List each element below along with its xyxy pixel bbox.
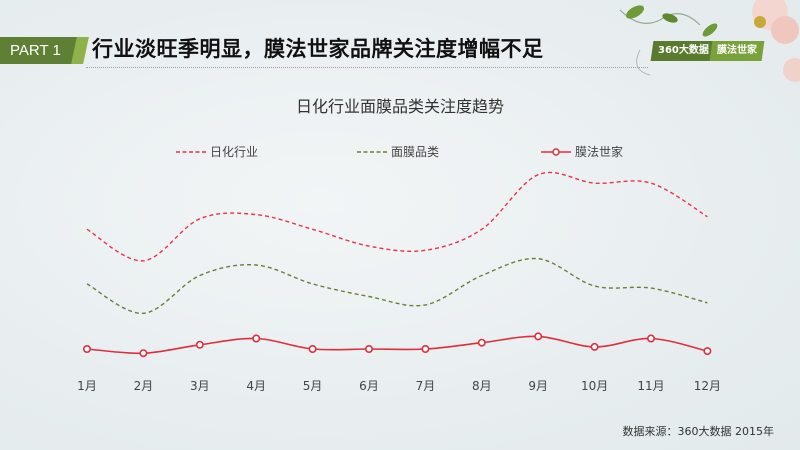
x-axis-tick-label: 5月 xyxy=(302,379,323,393)
x-axis-tick-label: 3月 xyxy=(189,379,210,393)
legend-label: 日化行业 xyxy=(210,145,259,159)
x-axis-tick-label: 10月 xyxy=(580,379,609,393)
data-point-marker xyxy=(421,344,430,353)
data-point-marker xyxy=(477,338,486,347)
data-point-marker xyxy=(590,342,599,351)
part-label-text: PART 1 xyxy=(10,42,61,59)
page-headline: 行业淡旺季明显，膜法世家品牌关注度增幅不足 xyxy=(92,37,544,61)
series-line-mask xyxy=(86,257,708,315)
series-line-brand xyxy=(86,335,708,355)
x-axis-tick-label: 7月 xyxy=(415,379,436,393)
x-axis-tick-label: 4月 xyxy=(246,379,267,393)
series-line-industry xyxy=(86,171,708,262)
data-point-marker xyxy=(534,332,543,341)
data-point-marker xyxy=(83,344,92,353)
x-axis-tick-label: 1月 xyxy=(77,379,97,393)
line-marker-icon xyxy=(541,147,571,156)
legend-item-brand: 膜法世家 xyxy=(541,143,623,160)
x-axis-tick-label: 8月 xyxy=(471,379,492,393)
data-point-marker xyxy=(139,349,148,358)
data-point-marker xyxy=(646,334,655,343)
legend-item-mask: 面膜品类 xyxy=(357,143,439,160)
legend-label: 膜法世家 xyxy=(575,145,624,159)
data-source-note: 数据来源：360大数据 2015年 xyxy=(622,425,775,438)
headline-divider xyxy=(86,67,648,68)
x-axis-tick-label: 9月 xyxy=(528,379,549,393)
part-label: PART 1 xyxy=(0,37,78,64)
x-axis-tick-label: 12月 xyxy=(693,379,722,393)
dashed-line-icon xyxy=(357,150,387,153)
data-point-marker xyxy=(308,344,317,353)
data-point-marker xyxy=(195,340,204,349)
dashed-line-icon xyxy=(176,150,206,153)
x-axis-tick-label: 6月 xyxy=(359,379,379,393)
legend-label: 面膜品类 xyxy=(391,145,440,159)
data-point-marker xyxy=(364,344,373,353)
legend-item-industry: 日化行业 xyxy=(176,143,258,160)
x-axis-tick-label: 2月 xyxy=(133,379,154,393)
chart-title: 日化行业面膜品类关注度趋势 xyxy=(295,97,504,116)
data-point-marker xyxy=(252,334,261,343)
data-point-marker xyxy=(703,347,712,356)
x-axis-tick-label: 11月 xyxy=(637,379,665,393)
